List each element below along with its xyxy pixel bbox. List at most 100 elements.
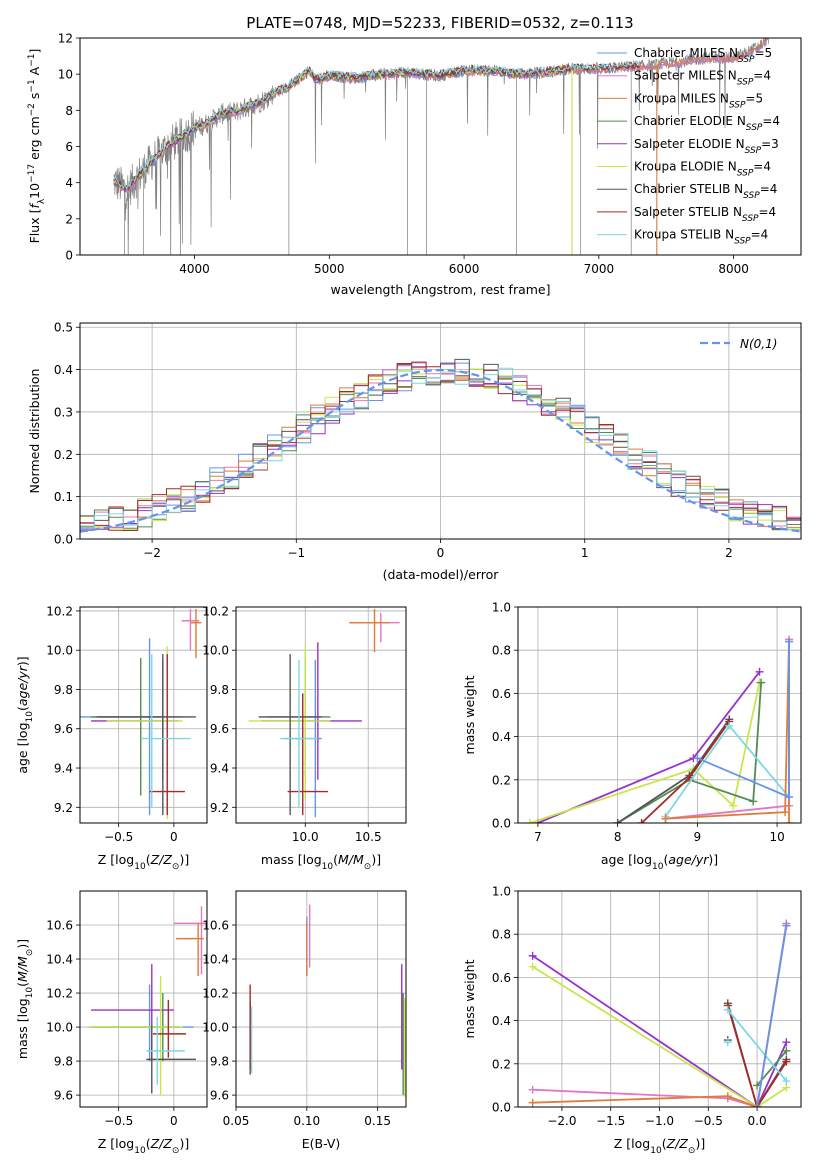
legend-entry: Kroupa STELIB NSSP=4 [634,228,768,247]
figure-title: PLATE=0748, MJD=52233, FIBERID=0532, z=0… [246,14,633,32]
plot-area-age-vs-mass [248,608,400,818]
x-tick-label: 0.15 [364,1114,391,1128]
y-tick-label: 0.2 [492,773,511,787]
y-tick-label: 0 [65,249,73,263]
y-axis-label: mass weight [462,959,477,1038]
x-tick-label: 8000 [718,262,749,276]
y-tick-label: 10.2 [202,987,229,1001]
y-tick-label: 1.0 [492,601,511,615]
y-tick-label: 0.0 [54,533,73,547]
y-tick-label: 10.2 [46,987,73,1001]
weight-line [617,682,762,823]
y-tick-label: 10.4 [202,953,229,967]
axes-age-vs-Z: −0.5 0 9.2 9.4 9.6 9.8 10.0 10.2 [46,604,208,844]
x-axis-label: wavelength [Angstrom, rest frame] [330,282,550,297]
weight-marker [785,637,794,646]
legend-entry: Salpeter ELODIE NSSP=3 [634,137,779,156]
y-tick-label: 0.1 [54,490,73,504]
weight-marker [782,1046,791,1055]
y-tick-label: 9.4 [54,762,73,776]
legend-entry: Chabrier MILES NSSP=5 [634,46,772,65]
weight-marker [528,951,537,960]
x-tick-label: 7000 [584,262,615,276]
axes-weight-vs-Z: −2.0 −1.5 −1.0 −0.5 0.0 0.0 0.2 0.4 0.6 0.8 1.0 [492,885,802,1128]
weight-line [726,1005,788,1107]
y-tick-label: 10.4 [46,953,73,967]
legend-entry: Kroupa ELODIE NSSP=4 [634,160,771,179]
weight-marker [528,1098,537,1107]
y-axis-label: Normed distribution [27,369,42,494]
legend-entry: Salpeter STELIB NSSP=4 [634,205,776,224]
y-tick-label: 0.8 [492,928,511,942]
x-tick-label: 5000 [314,262,345,276]
y-tick-label: 10.6 [46,919,73,933]
y-tick-label: 9.2 [54,801,73,815]
weight-line [756,925,788,1107]
y-tick-label: 0.6 [492,971,511,985]
legend-entry: Salpeter MILES NSSP=4 [634,69,771,88]
legend-entry: Chabrier ELODIE NSSP=4 [634,114,780,133]
x-tick-label: 9 [694,830,702,844]
x-tick-label: −1.0 [645,1114,674,1128]
y-tick-label: 0.2 [54,448,73,462]
weight-marker [725,721,734,730]
weight-marker [781,808,790,817]
y-tick-label: 9.6 [210,1089,229,1103]
x-axis-label: mass [log10(M/M⊙)] [261,852,381,872]
axes-age-vs-mass: 10.0 10.5 9.2 9.4 9.6 9.8 10.0 10.2 [202,604,407,844]
y-tick-label: 9.8 [54,683,73,697]
weight-marker [755,667,764,676]
x-tick-label: 0.10 [293,1114,320,1128]
x-axis-label: age [log10(age/yr)] [601,852,718,872]
y-tick-label: 0.0 [492,817,511,831]
weight-line [532,965,787,1107]
x-tick-label: 8 [614,830,622,844]
plot-area-mass-vs-Z [88,906,207,1096]
y-tick-label: 10.6 [202,919,229,933]
plot-area-residuals [80,358,801,539]
y-tick-label: 9.6 [54,1089,73,1103]
y-tick-label: 10.0 [46,644,73,658]
weight-marker [782,1038,791,1047]
x-tick-label: 0 [170,830,178,844]
y-tick-label: 9.4 [210,762,229,776]
y-tick-label: 9.8 [210,1055,229,1069]
y-tick-label: 4 [65,176,73,190]
y-tick-label: 0.2 [492,1057,511,1071]
x-axis-label: Z [log10(Z/Z⊙)] [98,1136,189,1156]
y-tick-label: 0.3 [54,405,73,419]
weight-marker [785,793,794,802]
y-tick-label: 10.0 [46,1021,73,1035]
x-tick-label: 10.5 [355,830,382,844]
y-axis-label: Flux [fλ10−17 erg cm−2 s−1 A−1] [27,49,47,244]
axes-frame [235,890,407,1108]
gaussian-curve [80,368,801,533]
y-tick-label: 10.0 [202,644,229,658]
x-tick-label: −1 [287,546,305,560]
weight-marker [723,1038,732,1047]
y-tick-label: 1.0 [492,885,511,899]
y-tick-label: 10.2 [46,604,73,618]
weight-marker [528,1085,537,1094]
y-tick-label: 9.8 [54,1055,73,1069]
x-tick-label: 6000 [449,262,480,276]
weight-marker [782,1077,791,1086]
y-tick-label: 9.6 [210,722,229,736]
weight-marker [693,754,702,763]
y-axis-label: mass [log10(M/M⊙)] [15,939,35,1059]
weight-marker [782,1057,791,1066]
weight-marker [785,819,794,823]
y-tick-label: 0.8 [492,644,511,658]
axes-weight-vs-age: 7 8 9 10 0.0 0.2 0.4 0.6 0.8 1.0 [492,601,802,844]
y-tick-label: 6 [65,140,73,154]
plot-area-weight-vs-Z [528,919,791,1107]
weight-marker [723,1092,732,1101]
x-tick-label: 4000 [179,262,210,276]
y-axis-label: mass weight [462,675,477,754]
x-axis-label: (data-model)/error [383,567,500,582]
x-tick-label: −0.5 [104,830,133,844]
axes-mass-vs-EBV: 0.05 0.10 0.15 9.6 9.8 10.0 10.2 10.4 10.6 [202,890,407,1128]
axes-frame [79,37,802,256]
